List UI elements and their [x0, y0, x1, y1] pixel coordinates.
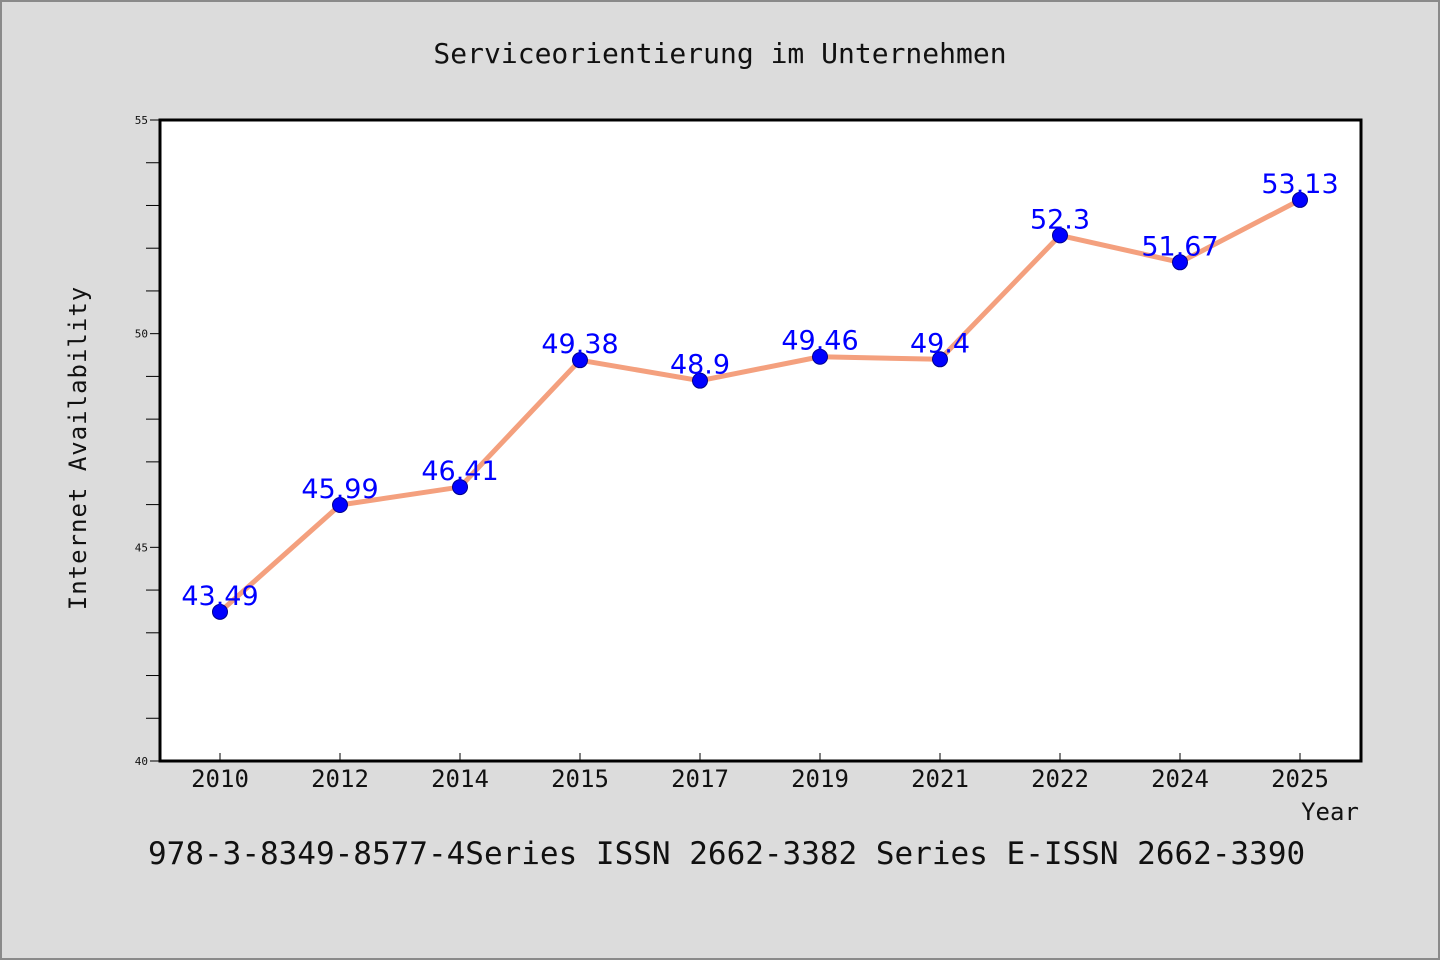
x-tick-label: 2017 [671, 765, 729, 793]
plot-area [158, 118, 1363, 763]
data-point [572, 352, 588, 369]
series-line [217, 197, 1303, 615]
data-point [692, 372, 708, 389]
data-label: 45.99 [301, 474, 378, 505]
x-tick-label: 2015 [551, 765, 609, 793]
data-point [1172, 254, 1188, 271]
data-point [212, 603, 228, 620]
data-point [332, 497, 348, 514]
data-point [1292, 191, 1308, 208]
data-label: 49.38 [541, 329, 618, 360]
y-axis: 40 45 50 55 [135, 114, 160, 768]
x-tick-label: 2024 [1151, 765, 1209, 793]
data-label: 51.67 [1141, 231, 1218, 262]
x-tick-label: 2010 [191, 765, 249, 793]
data-point [812, 348, 828, 365]
x-tick-label: 2014 [431, 765, 489, 793]
data-label: 48.9 [670, 350, 730, 381]
data-label: 49.4 [910, 328, 970, 359]
y-tick-label: 40 [135, 755, 148, 768]
x-axis: 2010 2012 2014 2015 2017 2019 2021 2022 2024 2025 [191, 753, 1329, 793]
x-tick-label: 2022 [1031, 765, 1089, 793]
footer-isbn-text: 978-3-8349-8577-4Series ISSN 2662-3382 S… [148, 836, 1305, 872]
data-label: 52.3 [1030, 204, 1090, 235]
y-tick-label: 55 [135, 114, 148, 127]
x-tick-label: 2012 [311, 765, 369, 793]
y-axis-label: Internet Availability [64, 286, 92, 610]
series-layer: 43.49 45.99 46.41 49.38 48.9 49.46 49.4 52.3 51.… [181, 169, 1339, 620]
x-axis-label: Year [1301, 798, 1359, 826]
data-point [932, 351, 948, 368]
x-tick-label: 2021 [911, 765, 969, 793]
y-tick-label: 50 [135, 328, 148, 341]
y-tick-label: 45 [135, 541, 148, 554]
x-tick-label: 2025 [1271, 765, 1329, 793]
data-label: 43.49 [181, 581, 258, 612]
data-label: 53.13 [1261, 169, 1338, 200]
chart-title: Serviceorientierung im Unternehmen [433, 37, 1006, 70]
data-label: 49.46 [781, 326, 858, 357]
data-point [1052, 227, 1068, 244]
data-label: 46.41 [421, 456, 498, 487]
data-point [452, 479, 468, 496]
x-tick-label: 2019 [791, 765, 849, 793]
